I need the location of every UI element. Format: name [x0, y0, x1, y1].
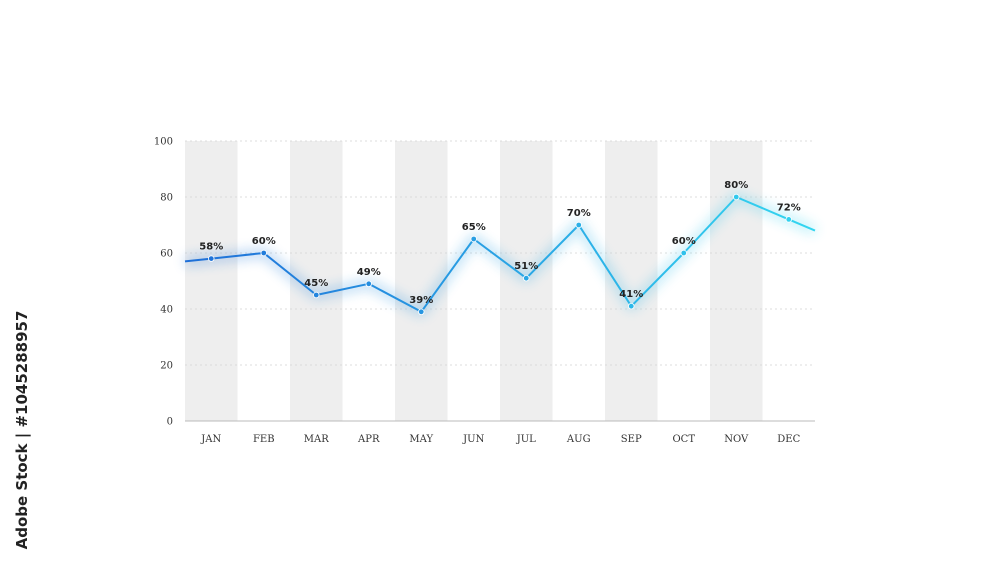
- gridlines: [185, 140, 815, 422]
- data-label: 80%: [724, 180, 748, 191]
- data-point: [786, 217, 792, 222]
- x-tick-label: APR: [357, 434, 380, 445]
- data-point: [313, 292, 319, 298]
- x-tick-label: FEB: [253, 434, 275, 445]
- data-point: [628, 303, 634, 309]
- data-point: [523, 275, 529, 281]
- data-point: [576, 222, 582, 228]
- data-label: 70%: [567, 208, 591, 219]
- data-label: 65%: [462, 222, 486, 233]
- data-label: 39%: [409, 295, 433, 306]
- y-axis: 0 20 40 60 80 100: [154, 137, 173, 428]
- data-label: 49%: [357, 267, 381, 278]
- series-line-path: [184, 196, 816, 313]
- x-tick-label: NOV: [724, 434, 749, 445]
- x-tick-label: AUG: [566, 434, 591, 445]
- x-tick-label: MAR: [304, 434, 329, 445]
- y-tick-label: 20: [160, 361, 173, 372]
- data-label: 72%: [777, 202, 801, 213]
- data-label: 58%: [199, 242, 223, 253]
- column-bands: [185, 141, 763, 421]
- column-band: [185, 141, 238, 421]
- data-point: [681, 250, 687, 256]
- x-tick-label: JUL: [516, 434, 536, 445]
- data-label: 60%: [252, 236, 276, 247]
- data-point: [733, 194, 739, 200]
- x-tick-label: MAY: [409, 434, 433, 445]
- data-point: [366, 281, 372, 287]
- data-labels: 58% 60% 45% 49% 39% 65% 51% 70% 41% 60% 80% 72%: [199, 180, 800, 306]
- data-point: [261, 250, 267, 256]
- y-tick-label: 0: [167, 417, 173, 428]
- y-tick-label: 100: [154, 137, 173, 148]
- data-point: [208, 256, 214, 261]
- y-tick-label: 60: [160, 249, 173, 260]
- x-tick-label: JUN: [462, 434, 484, 445]
- watermark-side-text: Adobe Stock | #1045288957: [2, 300, 42, 560]
- x-tick-label: JAN: [200, 434, 221, 445]
- data-label: 45%: [304, 278, 328, 289]
- x-tick-label: OCT: [672, 434, 695, 445]
- data-point: [418, 309, 424, 315]
- y-tick-label: 80: [160, 193, 173, 204]
- watermark-text: Adobe Stock | #1045288957: [13, 310, 31, 550]
- data-label: 41%: [619, 289, 643, 300]
- data-label: 51%: [514, 261, 538, 272]
- series-line: [184, 193, 817, 316]
- x-axis: JAN FEB MAR APR MAY JUN JUL AUG SEP OCT NOV DEC: [200, 434, 800, 445]
- x-tick-label: SEP: [621, 434, 642, 445]
- data-point: [471, 236, 477, 242]
- y-tick-label: 40: [160, 305, 173, 316]
- data-points: [208, 193, 792, 315]
- data-label: 60%: [672, 236, 696, 247]
- x-tick-label: DEC: [777, 434, 800, 445]
- column-band: [710, 141, 763, 421]
